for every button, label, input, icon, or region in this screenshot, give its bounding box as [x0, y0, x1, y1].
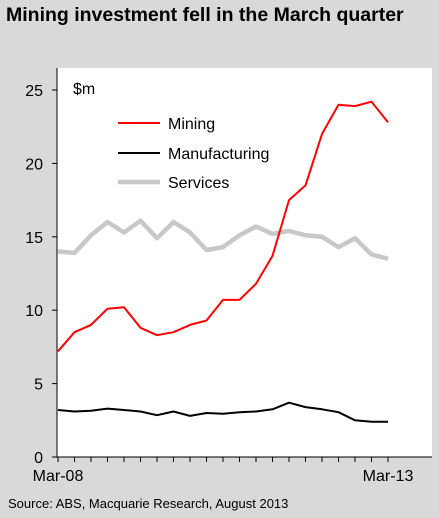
series-line-manufacturing	[57, 401, 388, 423]
y-axis-unit-label: $m	[73, 81, 95, 98]
legend-label-mining: Mining	[168, 116, 215, 133]
series-line-services	[57, 218, 389, 261]
y-tick-label: 0	[34, 450, 43, 467]
y-tick-label: 20	[25, 156, 43, 173]
legend-label-services: Services	[168, 175, 229, 192]
y-tick-label: 10	[25, 303, 43, 320]
y-tick-label: 15	[25, 230, 43, 247]
source-note: Source: ABS, Macquarie Research, August …	[8, 496, 289, 511]
x-tick-label: Mar-13	[363, 468, 414, 485]
series-layer	[57, 100, 389, 423]
y-tick-label: 5	[34, 377, 43, 394]
plot-area	[57, 68, 432, 457]
chart-title: Mining investment fell in the March quar…	[6, 4, 404, 26]
legend-label-manufacturing: Manufacturing	[168, 146, 269, 163]
legend: Mining Manufacturing Services	[118, 116, 269, 192]
axes: 0 5 10 15 20 25 Mar-08 Mar-13	[25, 68, 432, 485]
series-line-mining	[57, 100, 389, 352]
x-tick-label: Mar-08	[33, 468, 84, 485]
y-tick-label: 25	[25, 83, 43, 100]
